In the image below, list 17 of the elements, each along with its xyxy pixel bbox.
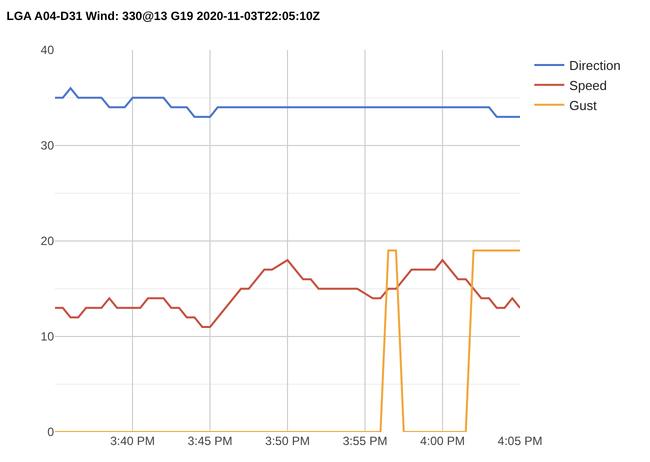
- y-tick-label: 20: [40, 234, 54, 248]
- legend-label: Speed: [569, 78, 607, 93]
- x-tick-label: 4:05 PM: [498, 434, 542, 448]
- chart-title: LGA A04-D31 Wind: 330@13 G19 2020-11-03T22:05:10Z: [6, 8, 320, 23]
- line-series: [55, 87, 520, 118]
- x-tick-label: 3:50 PM: [265, 434, 310, 448]
- x-tick-label: 3:45 PM: [188, 434, 232, 448]
- y-tick-label: 40: [40, 43, 54, 58]
- line-series: [55, 259, 520, 328]
- y-tick-label: 10: [40, 330, 54, 344]
- legend-label: Direction: [569, 58, 621, 74]
- x-tick-label: 3:40 PM: [110, 434, 155, 448]
- legend-label: Gust: [569, 98, 598, 113]
- y-tick-label: 0: [47, 425, 54, 440]
- y-tick-label: 30: [40, 138, 54, 153]
- x-tick-label: 4:00 PM: [420, 434, 465, 448]
- x-tick-label: 3:55 PM: [342, 434, 388, 448]
